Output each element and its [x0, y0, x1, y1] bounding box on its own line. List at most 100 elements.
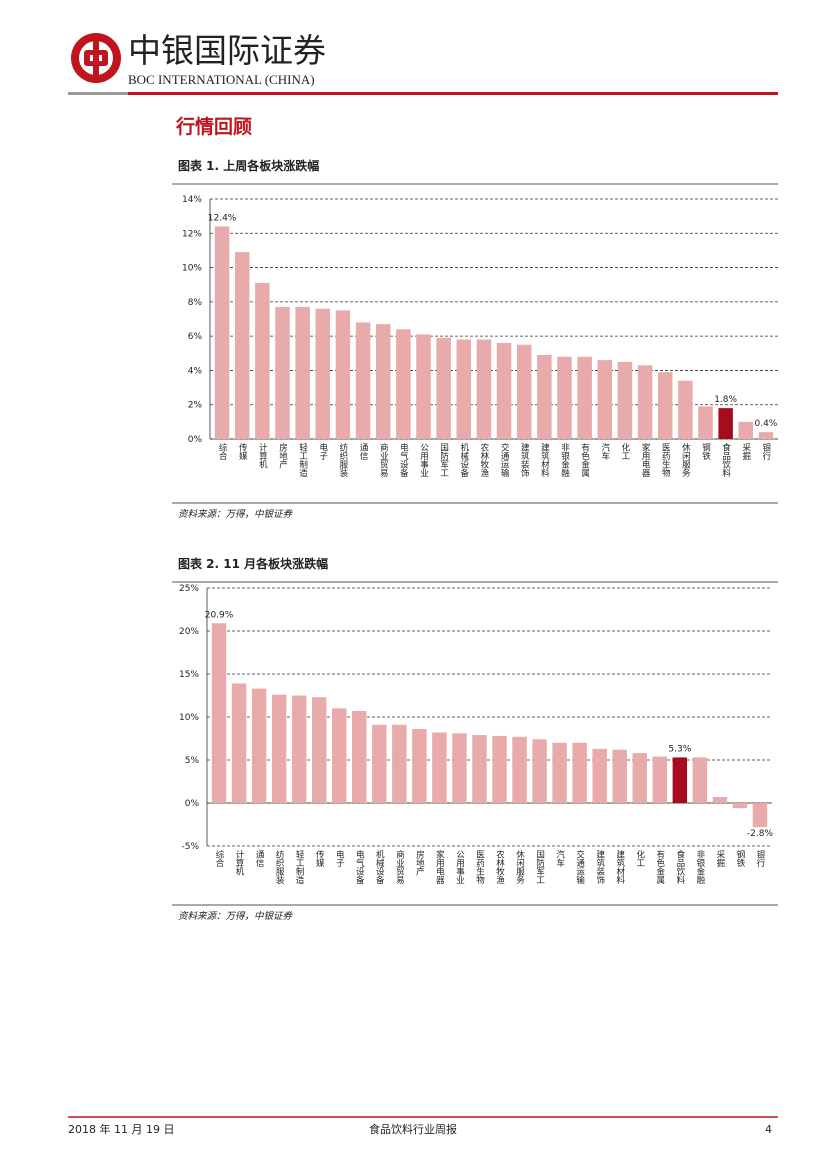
x-tick-label: 食品饮料: [675, 849, 685, 885]
bar: [496, 343, 512, 439]
bar: [732, 803, 748, 809]
y-tick-label: 2%: [188, 401, 203, 411]
bar: [335, 310, 351, 439]
value-label: 12.4%: [208, 213, 237, 223]
x-tick-label: 交通运输: [499, 442, 509, 478]
y-tick-label: 0%: [185, 799, 200, 809]
bar: [738, 421, 754, 439]
x-tick-label: 综合: [214, 849, 224, 868]
x-tick-label: 休闲服务: [680, 442, 690, 478]
bar: [412, 729, 427, 803]
bar: [372, 724, 387, 803]
x-tick-label: 非银金融: [560, 442, 570, 478]
x-tick-label: 医药生物: [474, 850, 484, 885]
x-tick-label: 电气设备: [354, 849, 364, 885]
bar: [452, 733, 467, 803]
logo: [71, 33, 121, 83]
x-tick-label: 商业贸易: [394, 849, 404, 885]
x-tick-label: 食品饮料: [721, 442, 731, 478]
x-tick-label: 计算机: [257, 442, 267, 469]
value-label: 1.8%: [714, 395, 737, 405]
x-tick-label: 有色金属: [655, 849, 665, 885]
bar: [214, 226, 230, 439]
bar: [211, 623, 227, 803]
footer-report: 食品饮料行业周报: [369, 1122, 457, 1136]
x-tick-label: 汽车: [600, 442, 610, 461]
bar: [552, 742, 567, 803]
bar: [612, 749, 627, 803]
chart-title: 图表 1. 上周各板块涨跌幅: [178, 158, 319, 173]
x-tick-label: 银行: [761, 442, 771, 461]
x-tick-label: 机械设备: [459, 442, 469, 478]
bar: [692, 757, 708, 803]
x-tick-label: 计算机: [234, 849, 244, 876]
bar: [672, 757, 688, 803]
x-tick-label: 化工: [635, 849, 645, 867]
x-tick-label: 传媒: [314, 849, 324, 868]
bar: [492, 735, 507, 803]
bar: [657, 372, 673, 439]
x-tick-label: 纺织服装: [274, 849, 284, 885]
bar: [592, 748, 607, 803]
value-label: -2.8%: [747, 829, 774, 839]
x-tick-label: 休闲服务: [515, 849, 525, 885]
bar: [251, 688, 267, 803]
value-label: 0.4%: [754, 419, 777, 429]
x-tick-label: 电子: [334, 849, 344, 867]
x-tick-label: 钢铁: [735, 849, 745, 868]
x-tick-label: 农林牧渔: [479, 442, 489, 477]
bar: [557, 356, 572, 439]
x-tick-label: 有色金属: [580, 442, 590, 478]
source: 资料来源：万得，中银证券: [178, 508, 294, 520]
bar: [416, 334, 431, 439]
y-tick-label: 10%: [179, 713, 199, 723]
bar: [291, 695, 307, 803]
bar: [234, 252, 250, 439]
x-tick-label: 银行: [755, 849, 765, 868]
bar: [275, 307, 290, 439]
bar: [375, 324, 391, 439]
bar: [355, 322, 371, 439]
bar: [352, 710, 367, 803]
y-tick-label: -5%: [181, 842, 199, 852]
x-tick-label: 公用事业: [454, 850, 464, 884]
bar: [577, 356, 592, 439]
x-tick-label: 国防军工: [535, 850, 545, 884]
bar: [332, 708, 347, 803]
bar: [472, 735, 487, 803]
x-tick-label: 建筑装饰: [519, 442, 529, 478]
x-tick-label: 交通运输: [575, 849, 585, 885]
bar: [516, 344, 532, 439]
y-tick-label: 0%: [188, 435, 203, 445]
x-tick-label: 机械设备: [374, 849, 384, 885]
bar: [436, 337, 451, 439]
bar: [295, 307, 310, 439]
x-tick-label: 医药生物: [660, 443, 670, 478]
x-tick-label: 家用电器: [434, 849, 444, 885]
x-tick-label: 通信: [254, 849, 264, 868]
section-title: 行情回顾: [175, 115, 252, 138]
header-rule-gray: [68, 92, 128, 95]
x-tick-label: 轻工制造: [294, 849, 304, 885]
y-tick-label: 14%: [182, 195, 202, 205]
x-tick-label: 商业贸易: [378, 442, 388, 478]
bar: [572, 742, 587, 803]
y-tick-label: 25%: [179, 584, 199, 594]
x-tick-label: 化工: [620, 442, 630, 460]
bar: [537, 355, 552, 439]
y-tick-label: 12%: [182, 229, 202, 239]
bar: [597, 360, 613, 439]
y-tick-label: 10%: [182, 264, 202, 274]
x-tick-label: 传媒: [237, 442, 247, 461]
x-tick-label: 房地产: [414, 849, 424, 876]
bar: [392, 724, 407, 803]
bar: [532, 739, 547, 803]
y-tick-label: 5%: [185, 756, 200, 766]
header-rule: [128, 92, 778, 95]
value-label: 5.3%: [668, 744, 691, 754]
bar: [637, 365, 653, 439]
bar: [396, 329, 411, 439]
bar: [617, 361, 633, 439]
bar: [758, 432, 774, 439]
